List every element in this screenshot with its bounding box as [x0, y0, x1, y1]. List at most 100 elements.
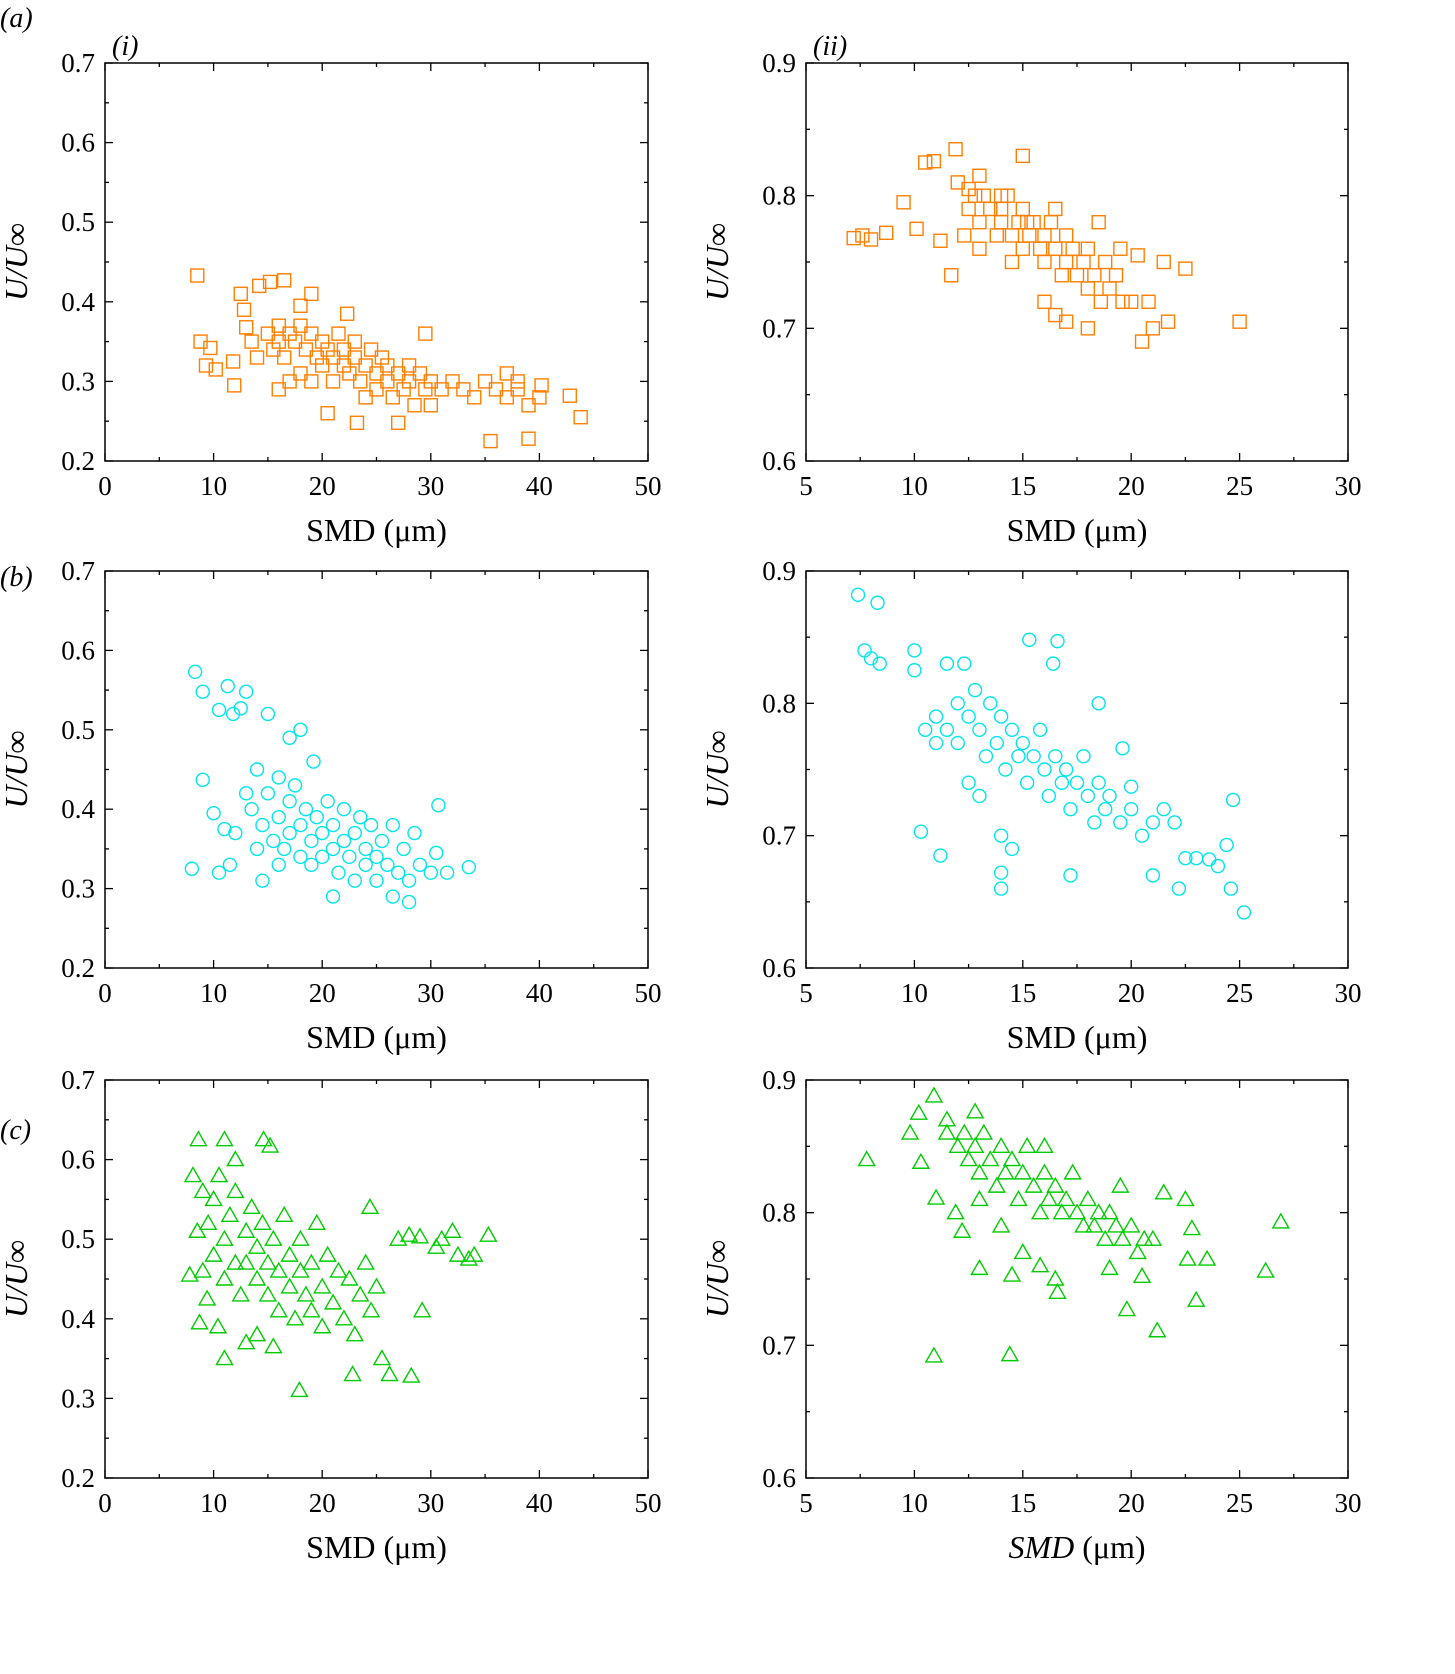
square-marker: [423, 398, 438, 413]
row-label-b: (b): [0, 562, 33, 593]
y-tick-label: 0.9: [762, 1065, 796, 1095]
square-marker: [380, 374, 395, 389]
square-marker: [948, 142, 963, 157]
square-marker: [309, 350, 324, 365]
y-axis-label: U/U∞: [0, 1240, 34, 1318]
circle-marker: [431, 798, 446, 813]
circle-marker: [315, 825, 330, 841]
circle-marker: [933, 848, 948, 863]
square-marker: [276, 350, 292, 365]
triangle-marker: [193, 1182, 212, 1199]
x-tick-label: 50: [635, 978, 662, 1008]
triangle-marker: [991, 1136, 1011, 1154]
x-tick-label: 10: [901, 471, 928, 501]
triangle-marker: [343, 1365, 362, 1382]
x-tick-label: 10: [901, 1488, 928, 1518]
triangle-marker: [204, 1189, 223, 1207]
y-tick-label: 0.2: [61, 953, 95, 983]
circle-marker: [957, 656, 972, 671]
triangle-marker: [198, 1213, 218, 1230]
square-marker: [336, 358, 352, 373]
square-marker: [1232, 314, 1247, 329]
circle-marker: [369, 873, 384, 888]
circle-marker: [195, 772, 210, 788]
triangle-marker: [312, 1277, 332, 1294]
triangle-marker: [399, 1225, 419, 1242]
column-label-ii: (ii): [813, 31, 847, 62]
circle-marker: [276, 841, 292, 857]
square-marker: [521, 398, 536, 413]
triangle-marker: [258, 1285, 278, 1302]
square-marker: [1048, 201, 1063, 217]
circle-marker: [961, 775, 976, 790]
square-marker: [369, 382, 384, 397]
square-marker: [401, 358, 417, 373]
x-tick-label: 20: [309, 1488, 336, 1518]
triangle-marker: [1013, 1163, 1033, 1180]
circle-marker: [225, 706, 241, 722]
plot-frame: [805, 570, 1349, 969]
triangle-marker: [1100, 1203, 1119, 1220]
triangle-marker: [987, 1176, 1006, 1193]
square-marker: [1115, 294, 1130, 309]
triangle-marker: [1078, 1189, 1098, 1207]
x-tick-label: 40: [526, 471, 553, 501]
triangle-marker: [226, 1150, 245, 1167]
circle-marker: [325, 841, 341, 857]
circle-marker: [1048, 749, 1063, 764]
y-tick-label: 0.2: [61, 1463, 95, 1493]
square-marker: [358, 358, 373, 373]
triangle-marker: [924, 1346, 944, 1363]
square-marker: [401, 374, 417, 389]
column-label-i: (i): [112, 31, 138, 62]
triangle-marker: [269, 1261, 288, 1278]
circle-marker: [244, 802, 259, 817]
triangle-marker: [323, 1293, 343, 1310]
triangle-marker: [909, 1103, 928, 1120]
square-marker: [336, 342, 352, 357]
square-marker: [909, 221, 924, 237]
circle-marker: [939, 656, 955, 671]
triangle-marker: [1000, 1345, 1019, 1362]
square-marker: [445, 374, 460, 389]
y-tick-label: 0.9: [762, 556, 796, 586]
triangle-marker: [183, 1166, 203, 1183]
data-points: [180, 1130, 498, 1398]
triangle-marker: [312, 1317, 332, 1334]
triangle-marker: [970, 1163, 989, 1180]
circle-marker: [1178, 850, 1193, 866]
circle-marker: [972, 788, 987, 804]
circle-marker: [260, 786, 276, 801]
circle-marker: [1076, 749, 1091, 764]
square-marker: [233, 286, 248, 302]
triangle-marker: [857, 1150, 876, 1167]
triangle-marker: [974, 1123, 993, 1140]
triangle-marker: [1176, 1189, 1195, 1207]
circle-marker: [1069, 775, 1085, 790]
triangle-marker: [236, 1253, 256, 1270]
triangle-marker: [1271, 1212, 1290, 1229]
circle-marker: [950, 696, 965, 711]
square-marker: [331, 326, 346, 341]
y-tick-label: 0.7: [762, 1330, 796, 1360]
square-marker: [358, 390, 373, 405]
circle-marker: [993, 881, 1009, 896]
square-marker: [304, 326, 319, 341]
triangle-marker: [1002, 1150, 1022, 1167]
circle-marker: [187, 664, 203, 680]
triangle-marker: [965, 1136, 985, 1154]
square-marker: [339, 306, 355, 321]
square-marker: [933, 233, 948, 248]
triangle-marker: [1197, 1249, 1217, 1266]
circle-marker: [374, 833, 390, 849]
triangle-marker: [946, 1203, 965, 1220]
circle-marker: [429, 845, 444, 861]
square-marker: [1058, 254, 1074, 270]
circle-marker: [1041, 788, 1057, 804]
circle-marker: [1225, 792, 1241, 808]
y-tick-label: 0.7: [762, 821, 796, 851]
triangle-marker: [1030, 1203, 1050, 1220]
y-tick-label: 0.6: [762, 446, 796, 476]
circle-marker: [298, 802, 314, 817]
triangle-marker: [1117, 1300, 1137, 1317]
